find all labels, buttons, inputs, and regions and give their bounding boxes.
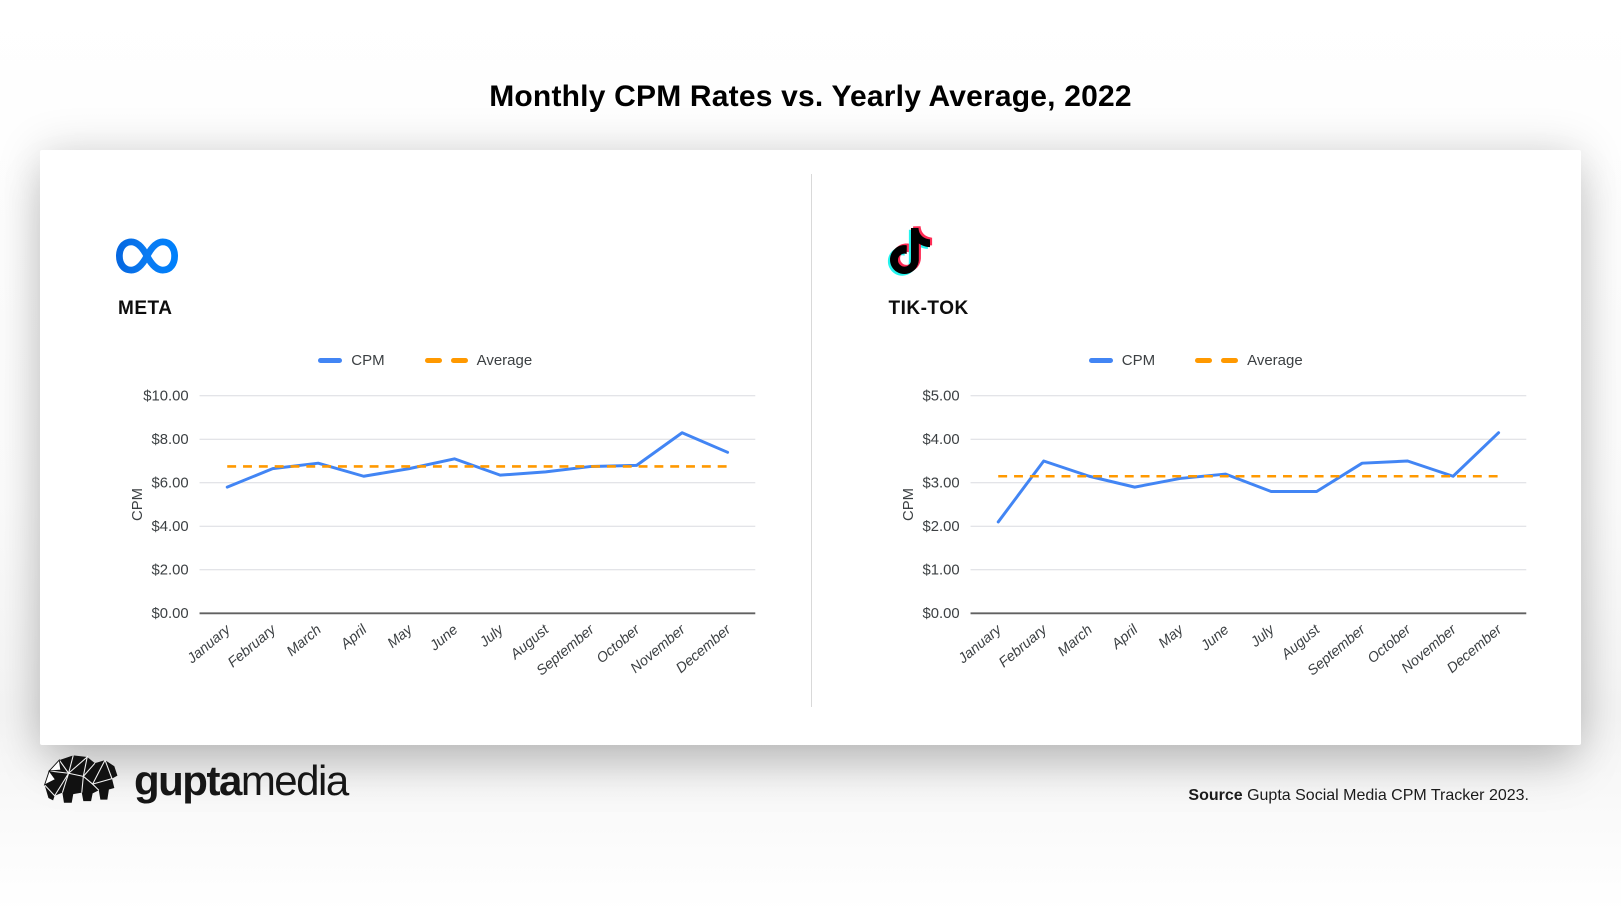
average-dash-swatch	[1195, 357, 1213, 363]
svg-text:CPM: CPM	[130, 488, 146, 521]
meta-brand-label: META	[118, 298, 173, 319]
meta-logo-block	[40, 194, 811, 276]
meta-legend-cpm: CPM	[318, 351, 385, 369]
tiktok-cpm-chart: $0.00$1.00$2.00$3.00$4.00$5.00JanuaryFeb…	[901, 389, 1527, 679]
svg-text:March: March	[284, 622, 325, 660]
svg-text:$8.00: $8.00	[152, 432, 189, 448]
average-legend-label: Average	[1247, 351, 1303, 369]
cpm-line-swatch	[318, 357, 343, 363]
svg-text:April: April	[1108, 621, 1142, 653]
guptamedia-logo: guptamedia	[42, 750, 349, 812]
wordmark-media: media	[240, 757, 349, 804]
cpm-legend-label: CPM	[1121, 351, 1156, 369]
tiktok-legend-cpm: CPM	[1088, 351, 1156, 369]
svg-text:June: June	[427, 622, 462, 655]
svg-text:June: June	[1197, 622, 1232, 655]
tiktok-logo-block	[811, 194, 1582, 276]
guptamedia-elephant-icon	[43, 755, 118, 803]
cpm-legend-label: CPM	[351, 351, 385, 369]
cpm-line-swatch	[1088, 357, 1113, 363]
svg-text:$2.00: $2.00	[922, 519, 959, 535]
charts-card: META CPM Average $0.00 $2.00 $4.00 $6.00 $8.…	[40, 150, 1581, 745]
tiktok-legend: CPM Average	[811, 350, 1582, 370]
svg-text:February: February	[996, 621, 1051, 671]
svg-text:$0.00: $0.00	[922, 606, 959, 622]
tiktok-legend-average: Average	[1195, 352, 1303, 369]
wordmark-gupta: gupta	[134, 757, 242, 804]
svg-text:$3.00: $3.00	[922, 476, 959, 492]
guptamedia-wordmark: guptamedia	[134, 757, 349, 804]
tiktok-panel: TIK-TOK CPM Average $0.00 $1.00 $2.00 $3.00…	[811, 150, 1582, 745]
svg-text:April: April	[337, 621, 371, 653]
svg-text:$5.00: $5.00	[922, 389, 959, 405]
meta-infinity-icon	[116, 238, 178, 274]
svg-text:May: May	[1155, 621, 1187, 651]
svg-text:February: February	[225, 621, 280, 671]
panel-divider	[810, 174, 812, 707]
svg-text:$4.00: $4.00	[152, 519, 189, 535]
svg-text:July: July	[476, 621, 507, 651]
svg-text:CPM: CPM	[901, 488, 917, 521]
source-attribution: Source Gupta Social Media CPM Tracker 20…	[1188, 787, 1529, 805]
source-label: Source	[1188, 787, 1243, 804]
svg-text:$0.00: $0.00	[152, 606, 189, 622]
svg-text:$2.00: $2.00	[152, 563, 189, 579]
average-dash-swatch	[450, 357, 468, 363]
svg-text:July: July	[1247, 621, 1278, 651]
meta-legend: CPM Average	[40, 350, 811, 370]
svg-text:$10.00: $10.00	[144, 389, 189, 405]
page-title: Monthly CPM Rates vs. Yearly Average, 20…	[489, 80, 1132, 113]
tiktok-note-icon	[887, 226, 932, 276]
svg-text:$1.00: $1.00	[922, 563, 959, 579]
svg-text:March: March	[1055, 622, 1096, 660]
svg-text:May: May	[385, 621, 417, 651]
meta-legend-average: Average	[424, 351, 533, 369]
average-dash-swatch	[1221, 357, 1239, 363]
meta-cpm-chart: $0.00$2.00$4.00$6.00$8.00$10.00JanuaryFe…	[130, 389, 756, 679]
svg-text:$4.00: $4.00	[922, 432, 959, 448]
source-text: Gupta Social Media CPM Tracker 2023.	[1242, 787, 1529, 804]
average-legend-label: Average	[476, 351, 533, 369]
meta-panel: META CPM Average $0.00 $2.00 $4.00 $6.00 $8.…	[40, 150, 811, 745]
average-dash-swatch	[424, 357, 442, 363]
tiktok-brand-label: TIK-TOK	[888, 298, 969, 319]
svg-text:$6.00: $6.00	[152, 476, 189, 492]
